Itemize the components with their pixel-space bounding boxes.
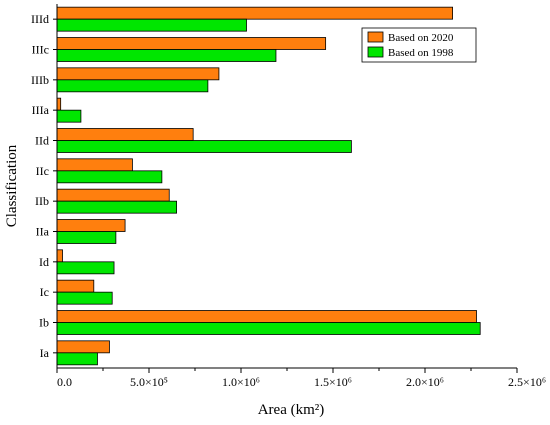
y-tick-label: IIIc <box>32 43 49 57</box>
x-axis-title: Area (km²) <box>258 402 325 418</box>
bar-IIb-series-1 <box>56 188 170 202</box>
bar-Ib-series-2 <box>56 322 481 335</box>
bar-IIIa-series-2 <box>56 109 82 123</box>
y-tick-label: IIId <box>31 12 49 26</box>
bar-IIIc-series-2 <box>56 49 277 62</box>
legend-label: Based on 2020 <box>388 32 454 44</box>
bar-Ic-series-1 <box>56 279 95 293</box>
y-tick-label: IIIa <box>32 103 50 117</box>
bar-IIb-series-2 <box>56 200 177 214</box>
bar-Ib-series-1 <box>56 310 477 323</box>
bar-IIa-series-2 <box>56 231 117 244</box>
legend: Based on 2020 Based on 1998 <box>361 27 477 63</box>
y-tick-label: IIc <box>36 164 49 178</box>
bar-IIIa-series-1 <box>56 97 62 111</box>
y-tick-label: Ia <box>40 346 50 360</box>
y-tick-label: IIIb <box>31 73 49 87</box>
x-tick-label: 0.0 <box>57 375 72 389</box>
y-tick-label: Ib <box>39 316 49 330</box>
bar-IIIb-series-2 <box>56 79 209 93</box>
legend-label: Based on 1998 <box>388 47 454 59</box>
x-tick-label: 1.5×10⁶ <box>314 375 352 389</box>
y-tick-label: Id <box>39 255 49 269</box>
legend-swatch <box>367 31 384 43</box>
bar-IIIc-series-1 <box>56 37 327 50</box>
bar-Id-series-1 <box>56 249 63 263</box>
bar-IIId-series-2 <box>56 18 247 32</box>
y-tick-label: Ic <box>40 285 49 299</box>
x-tick-label: 2.0×10⁶ <box>406 375 444 389</box>
y-axis-title: Classification <box>4 144 20 227</box>
x-tick-label: 5.0×10⁵ <box>130 375 168 389</box>
bar-IIc-series-1 <box>56 158 133 172</box>
bar-IIc-series-2 <box>56 170 163 184</box>
bar-IIIb-series-1 <box>56 67 220 81</box>
bar-IId-series-2 <box>56 140 352 153</box>
legend-swatch <box>367 46 384 58</box>
x-tick-label: 2.5×10⁶ <box>508 375 546 389</box>
x-tick-label: 1.0×10⁶ <box>222 375 260 389</box>
bar-IIa-series-1 <box>56 219 126 232</box>
bars-group <box>56 6 481 366</box>
bar-Ia-series-2 <box>56 352 98 366</box>
y-tick-label: IIb <box>35 194 49 208</box>
axes-group: IIId IIIc IIIb IIIa IId IIc IIb IIa Id Ic Ib Ia 0.0 5… <box>31 4 546 389</box>
y-tick-label: IIa <box>36 225 50 239</box>
bar-IId-series-1 <box>56 128 194 141</box>
y-tick-label: IId <box>35 134 49 148</box>
bar-Ic-series-2 <box>56 291 113 305</box>
bar-IIId-series-1 <box>56 6 454 20</box>
bar-Id-series-2 <box>56 261 115 275</box>
bar-Ia-series-1 <box>56 340 110 354</box>
